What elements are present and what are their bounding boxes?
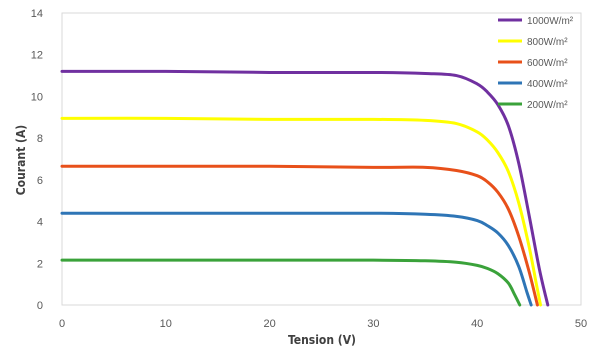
series-line-0 <box>60 69 550 307</box>
x-tick-label: 0 <box>59 318 65 330</box>
legend-label-2: 600W/m² <box>527 58 568 69</box>
y-tick-label: 8 <box>37 133 43 145</box>
y-axis-title: Courant (A) <box>14 125 28 196</box>
x-axis-ticks: 0 10 20 30 40 50 <box>59 318 587 330</box>
y-tick-label: 0 <box>37 300 43 312</box>
y-tick-label: 6 <box>37 175 43 187</box>
legend-label-3: 400W/m² <box>527 79 568 90</box>
legend: 1000W/m² 800W/m² 600W/m² 400W/m² 200W/m² <box>498 16 574 111</box>
x-axis-title: Tension (V) <box>288 333 356 347</box>
y-tick-label: 10 <box>31 91 43 103</box>
legend-label-1: 800W/m² <box>527 37 568 48</box>
series-line-2 <box>60 164 539 307</box>
y-tick-label: 14 <box>31 8 43 20</box>
legend-label-4: 200W/m² <box>527 100 568 111</box>
series-line-4 <box>60 258 522 307</box>
y-tick-label: 12 <box>31 50 43 62</box>
x-tick-label: 20 <box>263 318 275 330</box>
plot-area <box>61 12 582 306</box>
series-line-3 <box>60 211 533 307</box>
legend-label-0: 1000W/m² <box>527 16 574 27</box>
y-tick-label: 2 <box>37 258 43 270</box>
x-tick-label: 10 <box>160 318 172 330</box>
plot-area-border <box>61 12 582 306</box>
x-tick-label: 30 <box>367 318 379 330</box>
y-axis-ticks: 0 2 4 6 8 10 12 14 <box>31 8 43 312</box>
x-tick-label: 40 <box>471 318 483 330</box>
y-tick-label: 4 <box>37 217 43 229</box>
x-tick-label: 50 <box>575 318 587 330</box>
series-layer <box>60 69 550 307</box>
series-line-1 <box>60 116 543 307</box>
